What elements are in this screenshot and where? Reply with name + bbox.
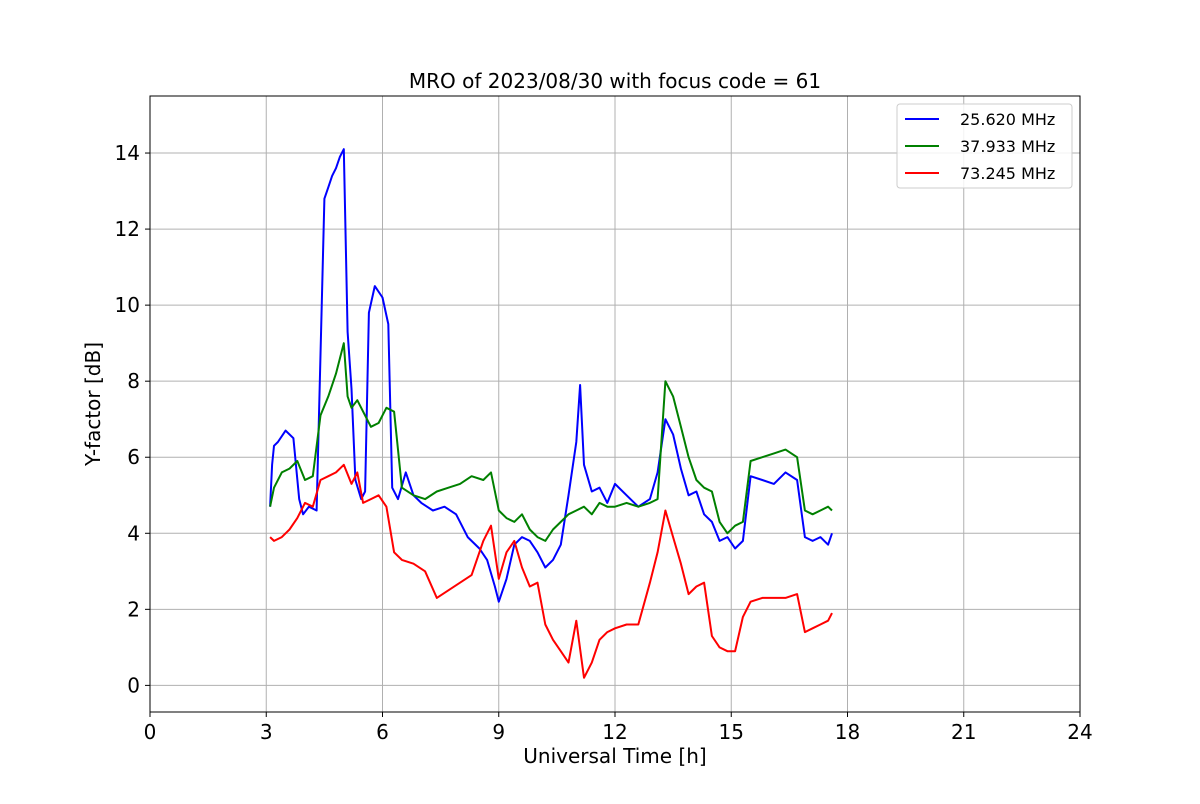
series-line-2 — [269, 463, 833, 679]
x-tick-label: 24 — [1067, 720, 1092, 744]
legend-label: 73.245 MHz — [960, 164, 1055, 183]
x-tick-label: 15 — [719, 720, 744, 744]
x-axis-label: Universal Time [h] — [523, 744, 706, 768]
legend: 25.620 MHz 37.933 MHz 73.245 MHz — [896, 103, 1073, 189]
y-tick-label: 2 — [127, 597, 140, 621]
x-tick-label: 12 — [602, 720, 627, 744]
x-tick-label: 6 — [376, 720, 389, 744]
x-tick-label: 9 — [492, 720, 505, 744]
y-tick-label: 14 — [115, 141, 140, 165]
x-tick-label: 18 — [835, 720, 860, 744]
y-tick-label: 12 — [115, 217, 140, 241]
x-tick-label: 3 — [260, 720, 273, 744]
y-tick-label: 8 — [127, 369, 140, 393]
y-tick-label: 10 — [115, 293, 140, 317]
legend-box — [896, 103, 1073, 189]
legend-label: 25.620 MHz — [960, 110, 1055, 129]
series-line-0 — [269, 148, 833, 603]
legend-label: 37.933 MHz — [960, 137, 1055, 156]
series-layer — [269, 148, 833, 679]
y-tick-label: 6 — [127, 445, 140, 469]
y-tick-label: 0 — [127, 673, 140, 697]
y-axis-label: Y-factor [dB] — [81, 342, 105, 467]
x-tick-label: 21 — [951, 720, 976, 744]
series-line-1 — [269, 342, 833, 542]
x-tick-label: 0 — [144, 720, 157, 744]
chart-title: MRO of 2023/08/30 with focus code = 61 — [409, 69, 821, 93]
y-tick-label: 4 — [127, 521, 140, 545]
